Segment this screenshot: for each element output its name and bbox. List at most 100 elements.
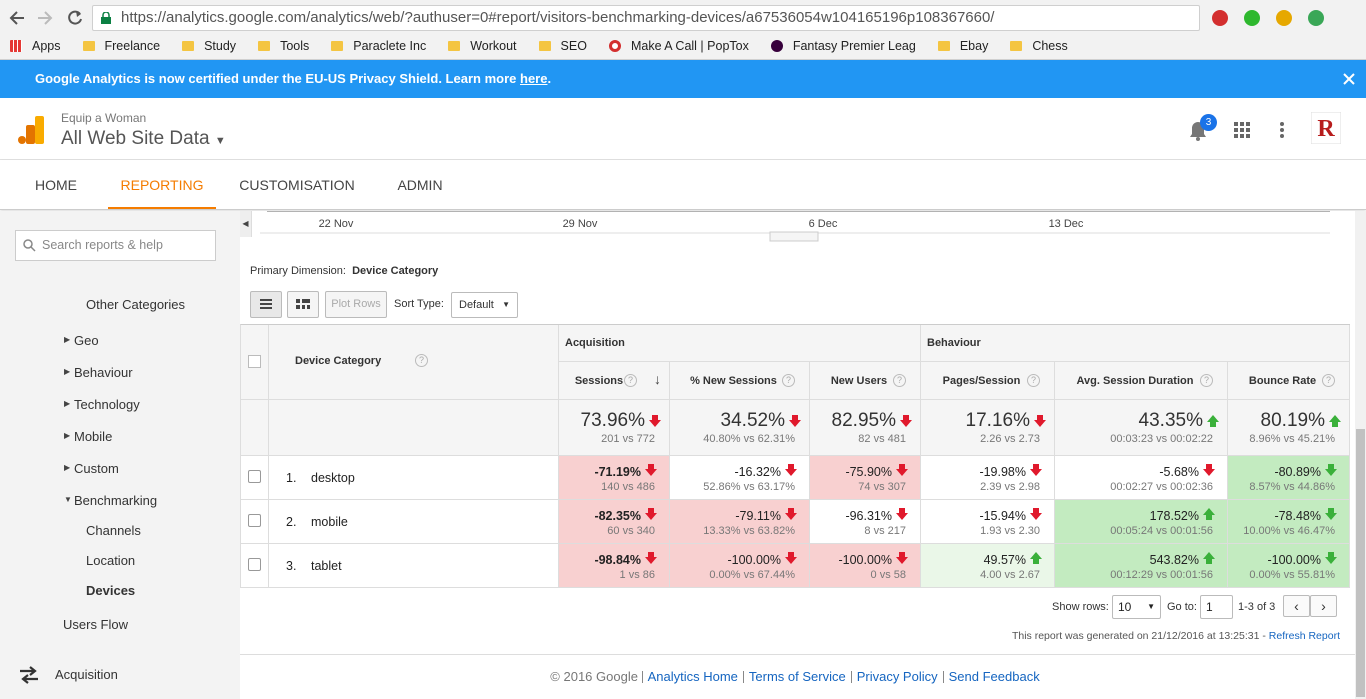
cell-compare: 2.39 vs 2.98 [980, 481, 1040, 493]
footer-link[interactable]: Send Feedback [942, 670, 1045, 683]
trend-arrow [896, 464, 908, 476]
bookmark[interactable]: Chess [1010, 37, 1068, 55]
bookmark-label: Workout [470, 39, 517, 53]
nav-item[interactable]: Geo [74, 333, 99, 348]
footer-link[interactable]: Privacy Policy [850, 670, 943, 683]
sidebar: Search reports & help In-Market Segments… [0, 211, 240, 699]
bookmark-icon [448, 41, 461, 51]
checkbox[interactable] [248, 514, 261, 527]
checkbox[interactable] [248, 558, 261, 571]
nav-item[interactable]: Location [86, 553, 136, 568]
nav-tab[interactable]: CUSTOMISATION [239, 177, 355, 193]
table-cell [241, 544, 269, 588]
column-header[interactable]: Sessions [574, 375, 624, 387]
trend-arrow [896, 552, 908, 564]
nav-item[interactable]: Acquisition [55, 667, 118, 682]
cell-value: -16.32% [734, 465, 781, 479]
trend-arrow [785, 552, 797, 564]
row-name[interactable]: desktop [311, 471, 355, 485]
bookmark[interactable]: Paraclete Inc [331, 37, 426, 55]
nav-item[interactable]: Custom [74, 461, 119, 476]
bookmark-icon [770, 40, 783, 52]
bookmark[interactable]: Ebay [937, 37, 988, 55]
scroll-thumb[interactable] [1356, 429, 1365, 697]
trend-arrow [789, 415, 801, 427]
pagination: Show rows: 10 ▼ Go to: 1 1-3 of 3 ‹ › Thi… [240, 594, 1350, 654]
next-page[interactable]: › [1310, 595, 1337, 617]
search-box[interactable]: Search reports & help [15, 230, 216, 261]
cell-compare: 0 vs 58 [870, 569, 906, 581]
bookmark[interactable]: Apps [10, 37, 61, 55]
checkbox[interactable] [248, 470, 261, 483]
column-header[interactable]: Bounce Rate [1248, 375, 1317, 387]
nav-item[interactable]: Other Categories [86, 297, 185, 312]
collapse-toggle[interactable]: ◀ [240, 211, 252, 237]
refresh-link[interactable]: Refresh Report [1268, 630, 1340, 642]
table-cell [241, 456, 269, 500]
table-cell: 2. mobile [269, 500, 559, 544]
column-header[interactable]: New Users [830, 375, 888, 387]
nav-tab[interactable]: REPORTING [108, 160, 216, 209]
banner-link[interactable]: here [520, 71, 548, 86]
extensions[interactable] [1210, 8, 1350, 28]
bookmark[interactable]: SEO [538, 37, 587, 55]
menu-icon[interactable] [1279, 121, 1285, 139]
bookmark[interactable]: Fantasy Premier Leag [770, 37, 916, 55]
property-selector[interactable]: All Web Site Data ▼ [61, 128, 226, 150]
sort-select[interactable]: Default ▼ [451, 292, 518, 318]
sort-label: Sort Type: [394, 298, 444, 310]
footer-link[interactable]: Terms of Service [742, 670, 851, 683]
table-cell: -100.00% 0.00% vs 67.44% [670, 544, 810, 588]
prev-page[interactable]: ‹ [1283, 595, 1310, 617]
cell-compare: 52.86% vs 63.17% [703, 481, 795, 493]
plot-rows-button[interactable]: Plot Rows [325, 291, 387, 318]
close-icon[interactable] [1343, 73, 1355, 85]
avatar[interactable]: R [1311, 112, 1341, 144]
chart-resize[interactable] [769, 231, 819, 242]
goto-input[interactable]: 1 [1200, 595, 1233, 619]
footer-link[interactable]: Analytics Home [641, 670, 743, 683]
bookmark[interactable]: Tools [258, 37, 309, 55]
total-value: 80.19% [1260, 410, 1325, 431]
nav-item[interactable]: Technology [74, 397, 140, 412]
table-cell: 49.57% 4.00 vs 2.67 [921, 544, 1055, 588]
row-name[interactable]: mobile [311, 515, 348, 529]
column-header[interactable]: % New Sessions [690, 375, 777, 387]
goto-label: Go to: [1167, 601, 1197, 613]
copyright: © 2016 Google [550, 669, 638, 684]
nav-item[interactable]: Behaviour [74, 365, 133, 380]
nav-buttons[interactable] [8, 8, 88, 28]
checkbox[interactable] [248, 355, 261, 368]
nav-item[interactable]: Benchmarking [74, 493, 158, 508]
nav-item[interactable]: Devices [86, 583, 136, 598]
bookmark[interactable]: Workout [448, 37, 517, 55]
nav-item[interactable]: Channels [86, 523, 141, 538]
bookmark[interactable]: Freelance [82, 37, 160, 55]
nav-tab[interactable]: ADMIN [397, 177, 443, 193]
nav-item[interactable]: Users Flow [63, 617, 129, 632]
trend-arrow [1207, 415, 1219, 427]
chart-strip: 22 Nov 29 Nov 6 Dec 13 Dec [260, 211, 1330, 242]
nav-item[interactable]: In-Market Segments [86, 267, 204, 282]
nav-item[interactable]: Mobile [74, 429, 113, 444]
row-name[interactable]: tablet [311, 559, 342, 573]
cell-value: -75.90% [845, 465, 892, 479]
trend-arrow [649, 415, 661, 427]
pivot-view-button[interactable] [287, 291, 319, 318]
address-bar[interactable]: https://analytics.google.com/analytics/w… [92, 5, 1200, 31]
column-header[interactable]: Avg. Session Duration [1076, 375, 1194, 387]
trend-arrow [1325, 508, 1337, 520]
bookmark[interactable]: Study [182, 37, 236, 55]
table-cell [269, 400, 559, 456]
total-compare: 8.96% vs 45.21% [1249, 433, 1335, 445]
table-view-button[interactable] [250, 291, 282, 318]
column-header[interactable]: Pages/Session [942, 375, 1021, 387]
bookmark[interactable]: Make A Call | PopTox [608, 37, 749, 55]
cell-compare: 140 vs 486 [601, 481, 655, 493]
nav-tab[interactable]: HOME [35, 177, 77, 193]
footer-links: Analytics Home Terms of Service Privacy Po… [641, 669, 1045, 684]
show-rows-select[interactable]: 10 ▼ [1112, 595, 1161, 619]
trend-arrow [1030, 508, 1042, 520]
apps-icon[interactable] [1234, 122, 1250, 138]
column-header[interactable]: Device Category [295, 355, 382, 367]
